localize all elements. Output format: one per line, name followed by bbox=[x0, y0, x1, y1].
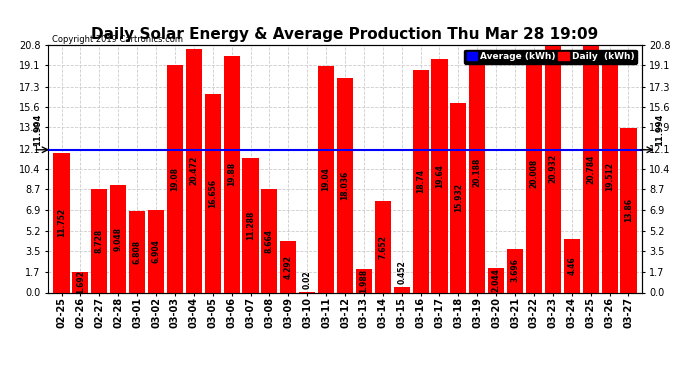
Text: 4.46: 4.46 bbox=[567, 256, 576, 275]
Text: 19.04: 19.04 bbox=[322, 167, 331, 191]
Bar bbox=[394, 287, 410, 292]
Bar bbox=[129, 211, 145, 292]
Bar bbox=[262, 189, 277, 292]
Title: Daily Solar Energy & Average Production Thu Mar 28 19:09: Daily Solar Energy & Average Production … bbox=[91, 27, 599, 42]
Text: 1.988: 1.988 bbox=[359, 268, 368, 293]
Text: 11.994: 11.994 bbox=[655, 114, 664, 146]
Bar bbox=[545, 44, 561, 292]
Text: 18.74: 18.74 bbox=[416, 169, 425, 193]
Text: 1.692: 1.692 bbox=[76, 270, 85, 294]
Bar bbox=[564, 239, 580, 292]
Bar bbox=[337, 78, 353, 292]
Bar bbox=[224, 56, 239, 292]
Bar bbox=[356, 269, 372, 292]
Bar bbox=[469, 52, 485, 292]
Bar bbox=[72, 272, 88, 292]
Text: 20.932: 20.932 bbox=[549, 153, 558, 183]
Bar bbox=[242, 158, 259, 292]
Text: 19.88: 19.88 bbox=[227, 162, 236, 186]
Bar bbox=[280, 242, 296, 292]
Bar bbox=[488, 268, 504, 292]
Text: 4.292: 4.292 bbox=[284, 255, 293, 279]
Text: 20.188: 20.188 bbox=[473, 158, 482, 187]
Bar bbox=[91, 189, 108, 292]
Text: 11.752: 11.752 bbox=[57, 208, 66, 237]
Bar bbox=[54, 153, 70, 292]
Bar bbox=[431, 59, 448, 292]
Bar bbox=[451, 103, 466, 292]
Text: 13.86: 13.86 bbox=[624, 198, 633, 222]
Text: 19.512: 19.512 bbox=[605, 162, 614, 191]
Bar bbox=[110, 185, 126, 292]
Bar bbox=[375, 201, 391, 292]
Legend: Average (kWh), Daily  (kWh): Average (kWh), Daily (kWh) bbox=[464, 50, 637, 64]
Text: 8.728: 8.728 bbox=[95, 228, 103, 253]
Text: 7.652: 7.652 bbox=[378, 235, 387, 259]
Text: 11.994: 11.994 bbox=[33, 114, 42, 146]
Text: 20.472: 20.472 bbox=[189, 156, 198, 185]
Text: 19.64: 19.64 bbox=[435, 164, 444, 188]
Bar bbox=[582, 45, 599, 292]
Bar bbox=[620, 128, 636, 292]
Bar bbox=[507, 249, 523, 292]
Bar bbox=[413, 69, 428, 292]
Text: 0.02: 0.02 bbox=[303, 270, 312, 289]
Bar bbox=[602, 60, 618, 292]
Text: 18.036: 18.036 bbox=[340, 171, 350, 200]
Text: 2.044: 2.044 bbox=[492, 268, 501, 292]
Text: 6.808: 6.808 bbox=[132, 240, 141, 264]
Text: 20.784: 20.784 bbox=[586, 154, 595, 183]
Bar bbox=[318, 66, 334, 292]
Bar bbox=[148, 210, 164, 292]
Text: 3.696: 3.696 bbox=[511, 259, 520, 282]
Text: 0.452: 0.452 bbox=[397, 260, 406, 284]
Text: 20.008: 20.008 bbox=[529, 159, 538, 188]
Text: 11.288: 11.288 bbox=[246, 211, 255, 240]
Text: 15.932: 15.932 bbox=[454, 183, 463, 212]
Bar bbox=[205, 94, 221, 292]
Text: 8.664: 8.664 bbox=[265, 229, 274, 253]
Text: Copyright 2019 Cartronics.com: Copyright 2019 Cartronics.com bbox=[52, 35, 183, 44]
Text: 9.048: 9.048 bbox=[114, 226, 123, 251]
Text: 6.904: 6.904 bbox=[152, 240, 161, 263]
Bar bbox=[167, 66, 183, 292]
Bar bbox=[186, 49, 202, 292]
Text: 16.656: 16.656 bbox=[208, 179, 217, 208]
Text: 19.08: 19.08 bbox=[170, 167, 179, 191]
Bar bbox=[526, 54, 542, 292]
